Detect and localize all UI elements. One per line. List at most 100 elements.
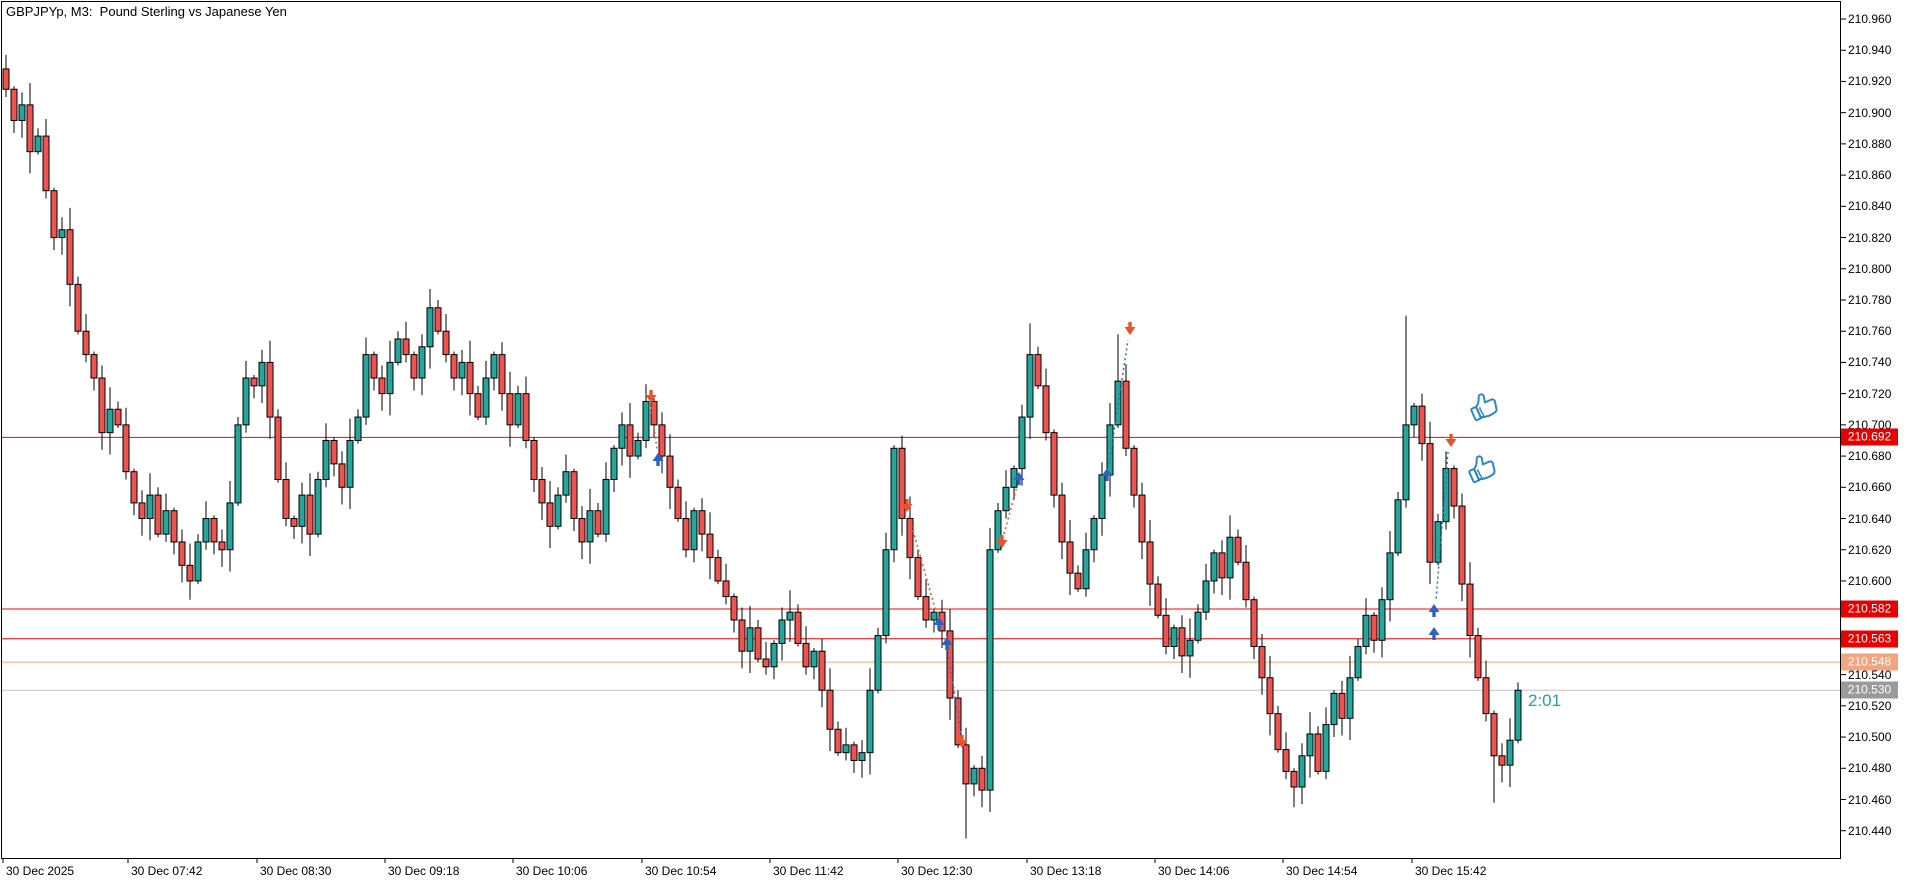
candle: [1426, 421, 1434, 585]
candle: [1490, 710, 1498, 803]
candle: [466, 340, 474, 416]
candle: [1034, 346, 1042, 389]
candle: [922, 579, 930, 628]
candle: [1170, 624, 1178, 660]
candle: [74, 276, 82, 335]
time-axis-label: 30 Dec 09:18: [388, 864, 460, 878]
candle: [1482, 660, 1490, 722]
candle: [474, 385, 482, 421]
candle: [82, 314, 90, 363]
buy-signal-arrow-icon[interactable]: [1101, 468, 1113, 481]
candle: [1394, 491, 1402, 556]
candle: [562, 454, 570, 503]
candle: [1138, 482, 1146, 560]
buy-signal-arrow-icon[interactable]: [1428, 604, 1440, 617]
sell-signal-arrow-icon[interactable]: [1124, 322, 1136, 335]
candle: [426, 289, 434, 369]
candle: [842, 727, 850, 761]
sell-signal-arrow-icon[interactable]: [956, 735, 968, 748]
candle: [962, 727, 970, 839]
time-axis-label: 30 Dec 10:06: [516, 864, 588, 878]
candle: [122, 407, 130, 480]
candle: [834, 721, 842, 756]
candle: [482, 360, 490, 425]
thumbs-up-icon[interactable]: [1463, 383, 1508, 428]
candles-layer: [2, 54, 1522, 839]
candle: [338, 451, 346, 505]
price-axis-label: 210.920: [1848, 74, 1892, 89]
candle: [26, 83, 34, 174]
buy-signal-arrow-icon[interactable]: [1428, 627, 1440, 640]
candle: [570, 468, 578, 532]
candle: [746, 605, 754, 674]
candle: [578, 506, 586, 560]
candle: [1514, 682, 1522, 744]
price-level-badge: 210.530: [1841, 681, 1898, 699]
candle: [1002, 470, 1010, 519]
candle: [514, 385, 522, 428]
candle: [218, 529, 226, 567]
candle: [1234, 529, 1242, 566]
sell-signal-arrow-icon[interactable]: [901, 499, 913, 512]
candle-countdown-timer: 2:01: [1528, 691, 1562, 710]
candle: [1058, 482, 1066, 560]
price-axis-label: 210.940: [1848, 43, 1892, 58]
candle: [1042, 368, 1050, 441]
candle: [354, 409, 362, 444]
candle: [770, 640, 778, 680]
candle: [1314, 726, 1322, 775]
candle: [714, 549, 722, 585]
buy-signal-arrow-icon[interactable]: [1013, 472, 1025, 485]
candle: [162, 493, 170, 542]
price-axis-label: 210.700: [1848, 417, 1892, 432]
sell-signal-arrow-icon[interactable]: [996, 535, 1008, 548]
price-axis-label: 210.660: [1848, 480, 1892, 495]
thumbs-up-icon[interactable]: [1461, 445, 1506, 490]
chart-title: GBPJPYp, M3: Pound Sterling vs Japanese …: [6, 4, 287, 19]
price-axis-label: 210.540: [1848, 667, 1892, 682]
candle: [642, 384, 650, 449]
buy-signal-arrow-icon[interactable]: [652, 453, 664, 466]
candle: [18, 92, 26, 138]
candle: [226, 481, 234, 572]
candle: [858, 740, 866, 778]
price-axis-label: 210.680: [1848, 449, 1892, 464]
candle: [674, 479, 682, 522]
candle: [34, 128, 42, 155]
candle: [634, 432, 642, 460]
candle: [1362, 598, 1370, 655]
candle: [106, 387, 114, 455]
horizontal-level-lines[interactable]: [2, 436, 1840, 691]
buy-signal-arrow-icon[interactable]: [941, 637, 953, 650]
candle: [898, 435, 906, 536]
sell-signal-arrow-icon[interactable]: [645, 390, 657, 403]
candle: [1338, 680, 1346, 736]
price-axis-label: 210.900: [1848, 105, 1892, 120]
candle: [250, 374, 258, 399]
sell-signal-arrow-icon[interactable]: [1445, 434, 1457, 447]
price-axis-label: 210.840: [1848, 199, 1892, 214]
signal-arrows[interactable]: [645, 322, 1457, 748]
candle: [930, 609, 938, 633]
buy-signal-arrow-icon[interactable]: [933, 617, 945, 630]
candle: [706, 512, 714, 580]
candle: [1442, 451, 1450, 530]
candle: [210, 515, 218, 555]
candle: [618, 412, 626, 466]
candle: [1370, 612, 1378, 653]
candle: [1250, 596, 1258, 660]
candle: [850, 741, 858, 773]
plot-border: [1, 1, 1841, 859]
candle: [818, 638, 826, 708]
price-axis-label: 210.800: [1848, 261, 1892, 276]
candle: [410, 351, 418, 391]
candle: [978, 755, 986, 808]
time-axis-label: 30 Dec 07:42: [131, 864, 203, 878]
candle: [130, 468, 138, 516]
candle: [554, 487, 562, 530]
time-axis-label: 30 Dec 10:54: [645, 864, 717, 878]
candle: [114, 401, 122, 428]
candle: [186, 543, 194, 600]
candle: [994, 502, 1002, 553]
